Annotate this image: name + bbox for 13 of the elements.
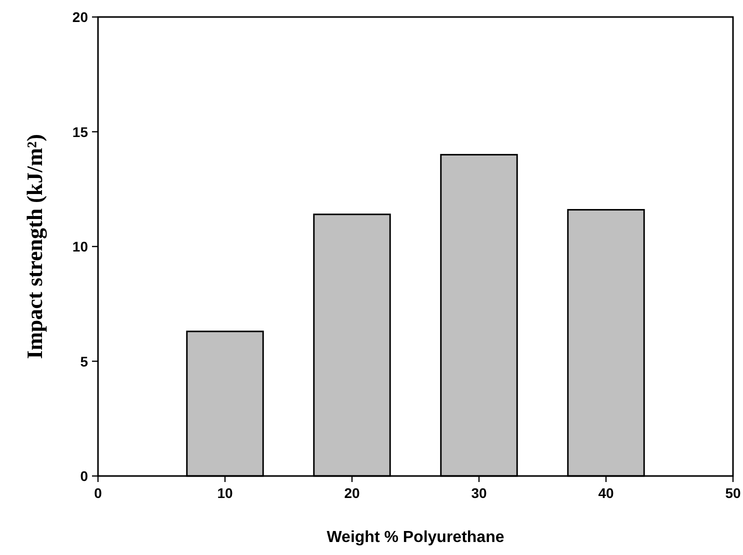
y-tick-label: 10 (72, 238, 88, 254)
y-axis-title: Impact strength (kJ/m²) (22, 134, 47, 359)
x-tick-label: 30 (471, 485, 487, 501)
x-axis-title: Weight % Polyurethane (326, 529, 504, 546)
x-tick-label: 40 (598, 485, 614, 501)
y-tick-label: 15 (72, 124, 88, 140)
x-tick-label: 50 (725, 485, 741, 501)
y-tick-label: 0 (80, 468, 88, 484)
x-tick-label: 20 (344, 485, 360, 501)
y-tick-label: 20 (72, 9, 88, 25)
x-tick-label: 0 (94, 485, 102, 501)
x-tick-label: 10 (217, 485, 233, 501)
y-tick-label: 5 (80, 353, 88, 370)
